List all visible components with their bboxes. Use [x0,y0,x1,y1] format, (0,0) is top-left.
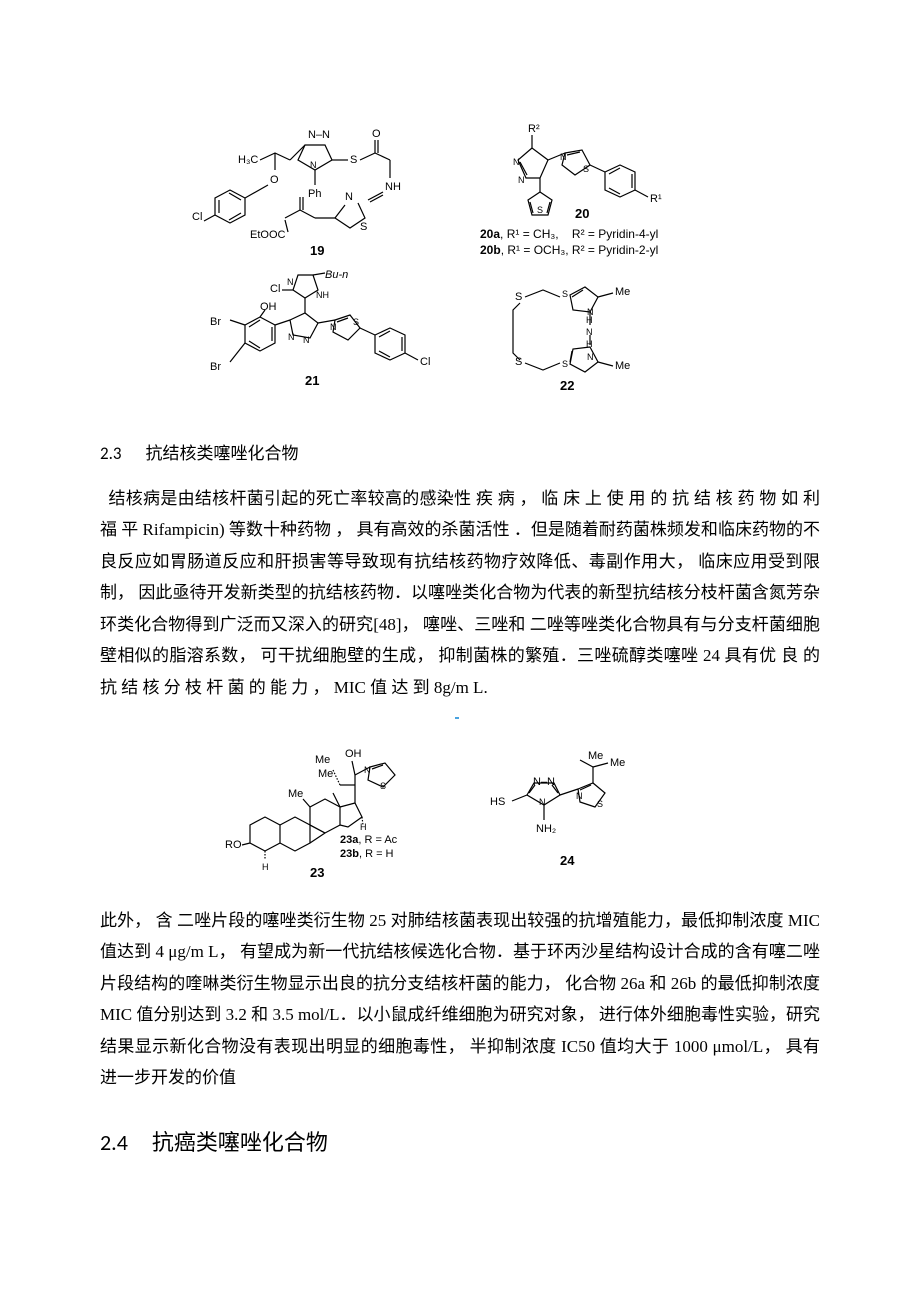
svg-text:N–N: N–N [533,776,555,788]
svg-text:Me: Me [318,768,333,780]
svg-text:N: N [586,327,593,337]
svg-text:NH: NH [385,181,401,193]
svg-text:S: S [360,221,367,233]
svg-text:Me: Me [288,788,303,800]
section-2-4-heading: 2.4 抗癌类噻唑化合物 [100,1124,820,1161]
label-23: 23 [310,865,324,880]
structure-22: S S N Me H N H S N [513,286,630,393]
svg-text:RO: RO [225,839,242,851]
svg-text:Cl: Cl [192,211,202,223]
svg-text:Br: Br [210,361,221,373]
svg-text:N: N [310,160,317,170]
svg-text:S: S [350,154,357,166]
svg-text:N: N [513,157,520,167]
svg-text:N: N [587,352,594,362]
figure1-svg: N–N H₃C O Cl N [190,120,730,420]
variant-20b: 20b, R¹ = OCH₃, R² = Pyridin-2-yl [480,243,658,257]
svg-text:NH: NH [316,290,329,300]
section-2-3-title: 抗结核类噻唑化合物 [146,443,299,464]
section-2-4-number: 2.4 [100,1129,128,1156]
figure-compounds-23-24: RO H Me Me Me OH [100,715,820,885]
svg-text:O: O [270,174,279,186]
variant-23a: 23a, R = Ac [340,834,398,846]
svg-text:N: N [576,791,583,801]
svg-text:Ph: Ph [308,188,321,200]
svg-text:Me: Me [610,757,625,769]
svg-text:N: N [345,191,353,203]
svg-text:HS: HS [490,796,505,808]
svg-text:S: S [380,781,386,791]
structure-23: RO H Me Me Me OH [225,748,398,880]
svg-text:OH: OH [260,301,277,313]
label-19: 19 [310,243,324,258]
svg-text:Br: Br [210,316,221,328]
svg-text:H: H [262,862,269,872]
svg-text:R²: R² [528,123,540,135]
section-2-3-number: 2.3 [100,443,122,464]
svg-text:N: N [518,175,525,185]
svg-text:N: N [303,335,310,345]
variant-20a: 20a, R¹ = CH₃, R² = Pyridin-4-yl [480,227,658,241]
svg-text:S: S [353,317,359,327]
svg-text:OH: OH [345,748,362,760]
svg-text:S: S [537,205,543,215]
svg-text:N–N: N–N [308,129,330,141]
svg-text:R¹: R¹ [650,193,662,205]
svg-text:H: H [586,315,593,325]
svg-text:S: S [562,359,568,369]
label-21: 21 [305,373,319,388]
section-2-4-title: 抗癌类噻唑化合物 [152,1129,328,1156]
svg-text:S: S [515,291,522,303]
structure-20: R² N N S N S [480,123,662,257]
section-2-3-heading: 2.3 抗结核类噻唑化合物 [100,440,820,469]
svg-text:S: S [562,289,568,299]
svg-text:Me: Me [588,750,603,762]
structure-24: HS N–N N NH₂ N S Me [490,750,625,868]
label-20: 20 [575,206,589,221]
svg-text:S: S [515,356,522,368]
svg-text:Cl: Cl [420,356,430,368]
svg-text:N: N [560,152,567,162]
svg-text:N: N [330,322,337,332]
svg-text:S: S [583,164,589,174]
figure-compounds-19-22: N–N H₃C O Cl N [100,120,820,420]
section-2-3-paragraph: 结核病是由结核杆菌引起的死亡率较高的感染性 疾 病 ， 临 床 上 使 用 的 … [100,483,820,703]
svg-text:Bu-n: Bu-n [325,269,348,281]
svg-text:Me: Me [615,360,630,372]
svg-text:S: S [597,799,603,809]
figure2-svg: RO H Me Me Me OH [220,715,700,885]
svg-text:N: N [288,332,295,342]
svg-text:Me: Me [315,754,330,766]
paragraph-after-fig2: 此外， 含 二唑片段的噻唑类衍生物 25 对肺结核菌表现出较强的抗增殖能力，最低… [100,905,820,1094]
svg-text:Me: Me [615,286,630,298]
svg-text:EtOOC: EtOOC [250,229,286,241]
svg-text:O: O [372,128,381,140]
structure-19: N–N H₃C O Cl N [192,128,401,258]
label-24: 24 [560,853,575,868]
label-22: 22 [560,378,574,393]
structure-21: Br Br OH N N N NH Cl [210,269,430,388]
svg-text:NH₂: NH₂ [536,823,556,835]
svg-text:N: N [364,765,371,775]
svg-text:N: N [287,277,294,287]
svg-text:Cl: Cl [270,283,280,295]
svg-text:H₃C: H₃C [238,154,258,166]
variant-23b: 23b, R = H [340,848,394,860]
